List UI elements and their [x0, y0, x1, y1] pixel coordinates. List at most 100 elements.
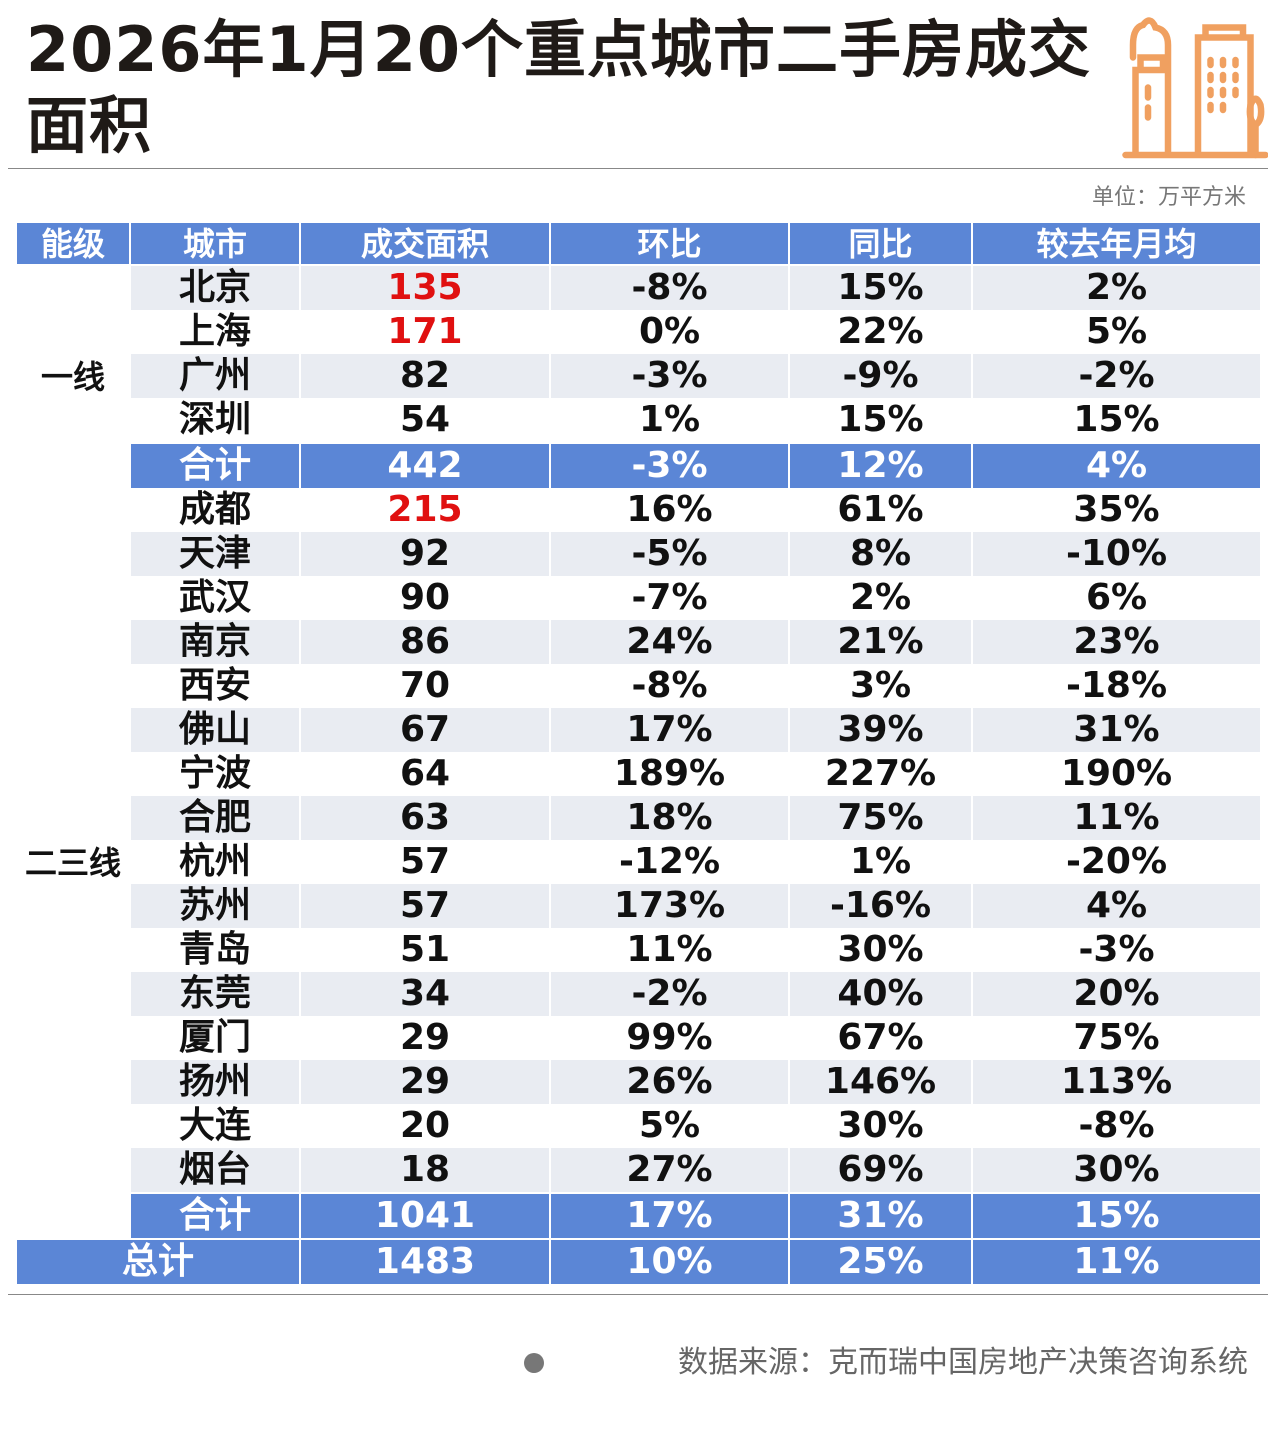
- table-cell: 1041: [301, 1192, 549, 1238]
- table-row: 武汉 90 -7% 2% 6%: [17, 576, 1260, 620]
- table-cell: -2%: [551, 972, 788, 1016]
- table-cell: 北京: [131, 266, 299, 310]
- table-row: 佛山 67 17% 39% 31%: [17, 708, 1260, 752]
- table-cell: 17%: [551, 708, 788, 752]
- table-cell: 宁波: [178, 753, 251, 794]
- table-row: 杭州 57 -12% 1% -20%: [17, 840, 1260, 884]
- table-cell: 6%: [1085, 577, 1148, 618]
- table-row: 东莞 34 -2% 40% 20%: [17, 972, 1260, 1016]
- table-cell: 苏州: [131, 884, 299, 928]
- table-row: 南京 86 24% 21% 23%: [17, 620, 1260, 664]
- table-cell: -16%: [790, 884, 971, 928]
- city-buildings-icon: [1122, 17, 1268, 159]
- table-cell: 扬州: [131, 1060, 299, 1104]
- table-cell: 18: [301, 1148, 549, 1192]
- table-row: 厦门 29 99% 67% 75%: [17, 1016, 1260, 1060]
- tier-label: 二三线: [17, 488, 129, 1238]
- table-cell: 天津: [131, 532, 299, 576]
- table-cell: -3%: [551, 354, 788, 398]
- table-cell: 75%: [1073, 1017, 1160, 1058]
- table-cell: 烟台: [131, 1148, 299, 1192]
- table-cell: -9%: [790, 354, 971, 398]
- table-cell: 青岛: [178, 929, 251, 970]
- table-cell: -8%: [1078, 1105, 1155, 1146]
- table-cell: -8%: [551, 266, 788, 310]
- table-cell: 135: [301, 266, 549, 310]
- table-cell: 5%: [1085, 311, 1148, 352]
- table-row: 二三线 成都 215 16% 61% 35%: [17, 488, 1260, 1238]
- table-cell: 92: [301, 532, 549, 576]
- table-cell: 27%: [551, 1148, 788, 1192]
- table-cell: 26%: [551, 1060, 788, 1104]
- table-cell: 23%: [973, 620, 1260, 664]
- table-cell: 合肥: [131, 796, 299, 840]
- table-row: 扬州 29 26% 146% 113%: [17, 1060, 1260, 1104]
- table-cell: -8%: [631, 665, 708, 706]
- table-row: 合肥 63 18% 75% 11%: [17, 796, 1260, 840]
- table-cell: -3%: [551, 442, 788, 488]
- table-cell: -10%: [973, 532, 1260, 576]
- table-cell: -7%: [631, 577, 708, 618]
- table-cell: 1%: [638, 399, 701, 440]
- table-cell: 25%: [790, 1238, 971, 1284]
- title-divider: [8, 168, 1268, 169]
- table-row: 天津 92 -5% 8% -10%: [17, 532, 1260, 576]
- source-note: 数据来源：克而瑞中国房地产决策咨询系统: [678, 1345, 1248, 1380]
- table-cell: 215: [387, 489, 463, 530]
- table-cell: 3%: [849, 665, 912, 706]
- table-cell: 1483: [301, 1238, 549, 1284]
- table-cell: 上海: [178, 311, 251, 352]
- page-title: 2026年1月20个重点城市二手房成交面积: [26, 13, 1091, 162]
- table-row: 西安 70 -8% 3% -18%: [17, 664, 1260, 708]
- table-cell: 190%: [1060, 753, 1173, 794]
- table-cell: 67: [301, 708, 549, 752]
- column-header: 环比: [551, 223, 788, 266]
- table-cell: 西安: [178, 665, 251, 706]
- table-cell: 15%: [1073, 399, 1160, 440]
- table-cell: 29: [399, 1017, 451, 1058]
- table-cell: 90: [399, 577, 451, 618]
- table-cell: 8%: [790, 532, 971, 576]
- table-cell: -12%: [618, 841, 721, 882]
- table-cell: 12%: [790, 442, 971, 488]
- table-cell: 31%: [790, 1192, 971, 1238]
- table-cell: 2%: [973, 266, 1260, 310]
- column-header: 能级: [17, 223, 129, 266]
- table-cell: 大连: [178, 1105, 251, 1146]
- table-cell: 10%: [551, 1238, 788, 1284]
- bullet-dot: [524, 1353, 544, 1373]
- table-cell: 合计: [131, 1192, 299, 1238]
- column-header: 成交面积: [301, 223, 549, 266]
- table-cell: 30%: [837, 1105, 924, 1146]
- table-row: 青岛 51 11% 30% -3%: [17, 928, 1260, 972]
- table-cell: 34: [301, 972, 549, 1016]
- table-cell: 0%: [638, 311, 701, 352]
- table-cell: -3%: [1078, 929, 1155, 970]
- table-cell: 15%: [837, 399, 924, 440]
- table-cell: 189%: [613, 753, 726, 794]
- table-cell: 成都: [178, 489, 251, 530]
- header-row: 能级 城市 成交面积 环比 同比 较去年月均: [17, 223, 1260, 266]
- table-cell: 171: [387, 311, 463, 352]
- table-cell: 31%: [973, 708, 1260, 752]
- table-cell: 4%: [973, 442, 1260, 488]
- table-cell: 15%: [790, 266, 971, 310]
- data-table: 能级 城市 成交面积 环比 同比 较去年月均 一线 北京 135 -8% 15% 2% 上海 171 0%…: [15, 223, 1262, 1284]
- table-cell: 442: [301, 442, 549, 488]
- total-row: 总计 1483 10% 25% 11%: [17, 1238, 1260, 1284]
- table-cell: 17%: [551, 1192, 788, 1238]
- table-cell: 227%: [824, 753, 937, 794]
- footer-divider: [8, 1294, 1268, 1295]
- table-cell: 86: [301, 620, 549, 664]
- table-cell: 2%: [849, 577, 912, 618]
- table-cell: 广州: [131, 354, 299, 398]
- table-cell: 11%: [626, 929, 713, 970]
- table-cell: 75%: [790, 796, 971, 840]
- table-cell: 61%: [837, 489, 924, 530]
- table-cell: 总计: [17, 1238, 299, 1284]
- table-cell: 东莞: [131, 972, 299, 1016]
- table-cell: 51: [399, 929, 451, 970]
- table-cell: 1%: [849, 841, 912, 882]
- table-cell: 29: [301, 1060, 549, 1104]
- table-cell: -20%: [1065, 841, 1168, 882]
